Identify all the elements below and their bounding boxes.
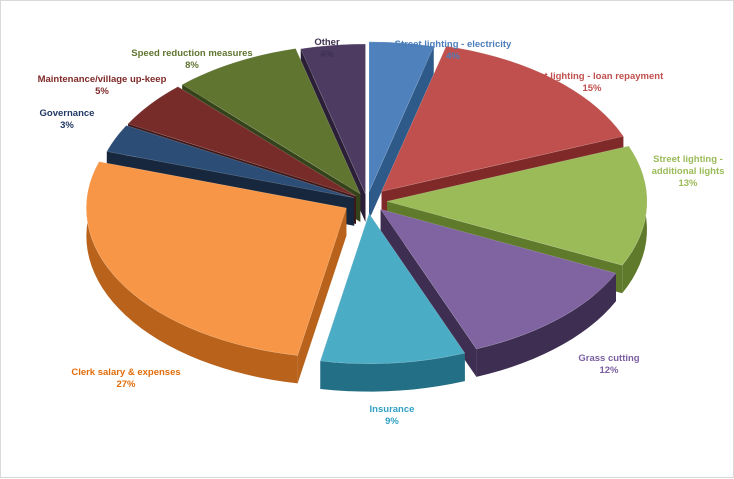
pie-slice-1 [381,45,624,192]
slice-name-1-0: Street lighting - loan repayment [521,71,664,82]
slice-name-2-1: additional lights [652,166,725,177]
slice-name-3-0: Grass cutting [578,353,639,364]
slice-percent-9: 4% [320,49,334,60]
slice-label-9: Other 4% [314,37,340,60]
slice-label-5: Clerk salary & expenses 27% [71,367,180,390]
slice-name-4-0: Insurance [370,404,415,415]
slice-rim-5 [86,161,298,384]
slice-label-7: Maintenance/village up-keep 5% [38,74,167,97]
slice-percent-5: 27% [116,379,136,390]
slice-percent-3: 12% [599,365,619,376]
slice-percent-2: 13% [678,178,698,189]
slice-name-2-0: Street lighting - [653,154,723,165]
pie-slice-2 [386,145,648,266]
slice-name-8-0: Speed reduction measures [131,48,252,59]
label-layer: Street lighting - electricity 4%Street li… [38,37,725,427]
slice-label-1: Street lighting - loan repayment 15% [521,71,664,94]
pie-slice-0 [368,41,435,192]
slice-percent-7: 5% [95,86,109,97]
slice-wall-5-0 [297,208,347,384]
slice-percent-1: 15% [582,83,602,94]
pie-slice-7 [127,86,357,197]
pie-slice-5 [86,161,347,356]
slice-wall-0-1 [369,46,434,220]
slice-rim-4 [320,353,465,392]
slice-label-2: Street lighting -additional lights 13% [652,154,725,189]
slice-name-7-0: Maintenance/village up-keep [38,74,167,85]
slice-name-9-0: Other [314,37,340,48]
pie-slice-6 [106,125,355,199]
slice-percent-4: 9% [385,416,399,427]
pie-slice-8 [181,48,361,195]
slice-name-5-0: Clerk salary & expenses [71,367,180,378]
pie-slice-4 [319,212,466,364]
pie-slice-3 [379,208,617,350]
slice-label-6: Governance 3% [40,108,95,131]
slice-label-0: Street lighting - electricity 4% [395,39,512,62]
slice-percent-8: 8% [185,60,199,71]
slice-wall-3-1 [380,209,477,377]
slice-percent-6: 3% [60,120,74,131]
slice-percent-0: 4% [446,51,460,62]
slice-name-0-0: Street lighting - electricity [395,39,512,50]
pie-slice-9 [300,43,366,195]
slice-label-8: Speed reduction measures 8% [131,48,252,71]
slice-label-4: Insurance 9% [370,404,415,427]
pie-top-layer [86,41,648,364]
slice-name-6-0: Governance [40,108,95,119]
slice-label-3: Grass cutting 12% [578,353,639,376]
